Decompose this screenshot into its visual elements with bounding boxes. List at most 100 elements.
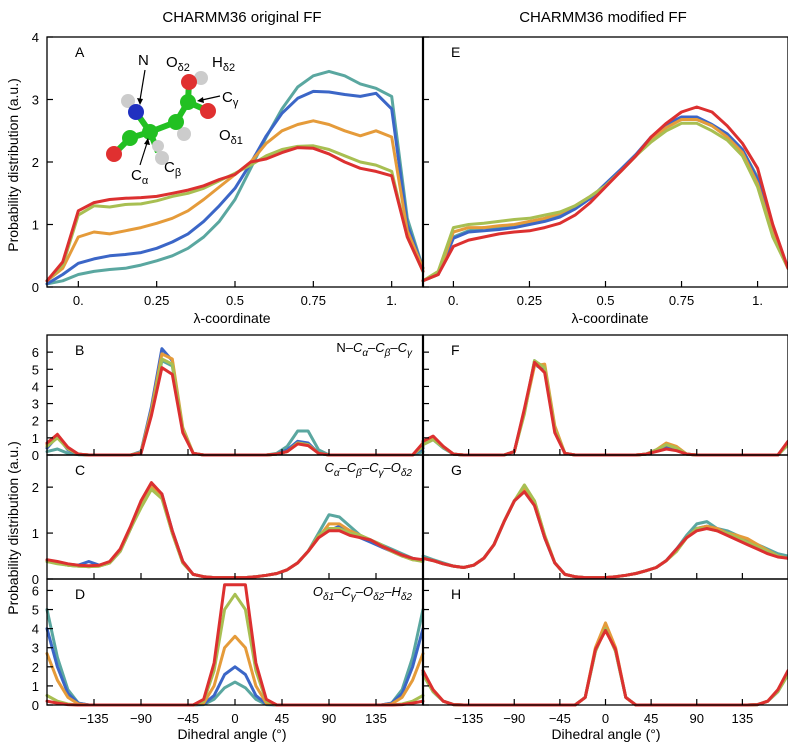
subscript: γ <box>407 348 413 359</box>
y-tick-label: 1 <box>32 526 39 541</box>
panel-e: 0. 0.25 0.5 0.75 1. E <box>421 36 788 308</box>
nitrogen-atom <box>128 104 144 120</box>
x-tick-label: −135 <box>79 711 108 726</box>
x-tick-label: 0.25 <box>144 293 169 308</box>
series-line-b-2 <box>45 347 425 457</box>
series-line-b-3 <box>45 352 425 457</box>
pointer-arrow-ca <box>139 142 148 166</box>
plot-frame <box>422 36 788 288</box>
y-tick-label: 5 <box>32 603 39 618</box>
subscript: δ2 <box>401 468 413 479</box>
y-tick-label: 0 <box>32 448 39 463</box>
hydrogen-atom <box>121 94 135 108</box>
x-tick-label: −45 <box>549 711 571 726</box>
x-tick-label: 45 <box>644 711 658 726</box>
atom: C <box>398 340 408 355</box>
x-tick-label: −135 <box>454 711 483 726</box>
atom: H <box>391 584 401 599</box>
dash: – <box>368 340 376 355</box>
atom: O <box>313 584 323 599</box>
atom: C <box>341 584 351 599</box>
atom: O <box>363 584 373 599</box>
x-tick-label: 90 <box>322 711 336 726</box>
series-line-a-2 <box>45 89 425 286</box>
dash: – <box>362 460 370 475</box>
dihedral-label: Cα​–Cβ​–Cγ​–Oδ2​ <box>324 460 412 479</box>
dash: – <box>384 584 392 599</box>
panel-label: H <box>451 586 461 602</box>
x-axis-label-lambda-left: λ-coordinate <box>193 310 270 326</box>
series-line-e-3 <box>421 118 788 283</box>
panel-label: E <box>451 44 460 60</box>
x-tick-label: 0. <box>448 293 459 308</box>
arrowhead <box>144 138 150 145</box>
atom-label-od2: Oδ2 <box>166 54 190 74</box>
subscript: δ2 <box>401 592 413 603</box>
y-tick-label: 1 <box>32 218 39 233</box>
x-tick-label: −45 <box>177 711 199 726</box>
series-line-a-1 <box>45 69 425 286</box>
y-tick-label: 4 <box>32 30 39 45</box>
y-tick-label: 2 <box>32 480 39 495</box>
y-tick-label: 6 <box>32 345 39 360</box>
y-tick-label: 3 <box>32 397 39 412</box>
dash: – <box>346 340 354 355</box>
panels: 0. 0.25 0.5 0.75 1. 0 1 2 3 4 A 0. 0.25 0.5 0.75 1. E 0 1 2… <box>32 30 788 726</box>
panel-f: F <box>421 334 788 457</box>
right-title: CHARMM36 modified FF <box>519 9 687 26</box>
carbon-atom <box>168 114 184 130</box>
carbon-atom <box>180 94 196 110</box>
plot-frame <box>422 334 788 456</box>
series-line-b-4 <box>45 357 425 457</box>
arrowhead <box>137 98 143 105</box>
dihedral-label: Oδ1​–Cγ​–Oδ2​–Hδ2​ <box>313 584 413 603</box>
subscript: γ <box>351 592 357 603</box>
oxygen-atom <box>200 103 216 119</box>
dash: – <box>334 584 342 599</box>
x-tick-label: 90 <box>690 711 704 726</box>
series-line-d-4 <box>45 592 425 707</box>
panel-label: B <box>75 342 84 358</box>
x-tick-label: 0. <box>73 293 84 308</box>
plot-frame <box>422 454 788 580</box>
subscript: α <box>334 468 340 479</box>
x-tick-label: 0 <box>602 711 609 726</box>
atom-label-cg: Cγ <box>222 89 239 109</box>
pointer-arrow-n <box>139 69 146 101</box>
x-axis-label-dihedral-right: Dihedral angle (°) <box>551 726 660 742</box>
hydrogen-atom <box>155 151 169 165</box>
oxygen-atom <box>106 146 122 162</box>
pointer-arrow-cg <box>201 95 221 101</box>
x-tick-label: 0.5 <box>226 293 244 308</box>
x-tick-label: 1. <box>752 293 763 308</box>
subscript: γ <box>379 468 385 479</box>
atom: C <box>324 460 334 475</box>
series-line-c-5 <box>45 481 425 580</box>
y-tick-label: 3 <box>32 641 39 656</box>
y-axis-label-bottom: Probability distribution (a.u.) <box>5 441 21 615</box>
x-tick-label: 0.75 <box>669 293 694 308</box>
y-tick-label: 0 <box>32 698 39 713</box>
series-line-f-5 <box>421 360 788 457</box>
series-line-d-5 <box>45 583 425 707</box>
dihedral-label: N–Cα​–Cβ​–Cγ​ <box>336 340 413 359</box>
x-tick-label: 1. <box>386 293 397 308</box>
series-line-f-1 <box>421 359 788 457</box>
y-tick-label: 5 <box>32 362 39 377</box>
dash: – <box>384 460 392 475</box>
atom: C <box>369 460 379 475</box>
series-line-h-2 <box>421 625 788 707</box>
x-tick-label: −90 <box>503 711 525 726</box>
series-line-h-1 <box>421 623 788 707</box>
panel-label: F <box>451 342 460 358</box>
dash: – <box>356 584 364 599</box>
x-tick-label: 0 <box>231 711 238 726</box>
y-tick-label: 4 <box>32 379 39 394</box>
subscript: δ2 <box>373 592 385 603</box>
atom-label-n: N <box>138 52 149 69</box>
series-line-h-4 <box>421 627 788 707</box>
carbon-atom <box>142 124 158 140</box>
atom: O <box>391 460 401 475</box>
arrowhead <box>197 97 204 103</box>
